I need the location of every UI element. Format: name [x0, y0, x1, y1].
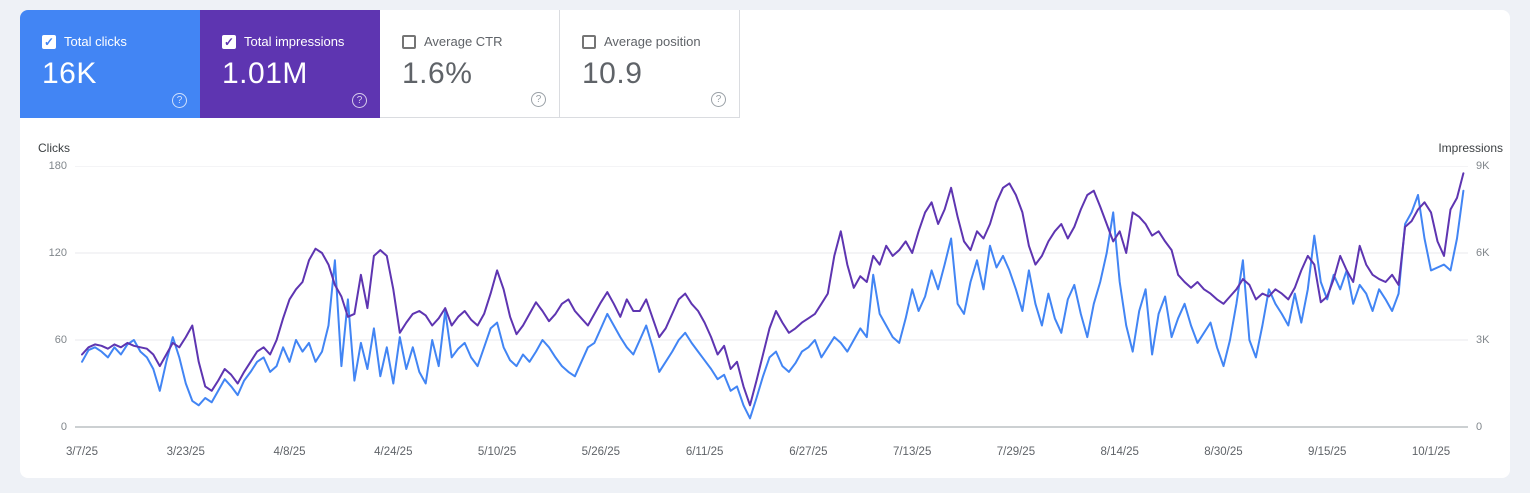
- card-average-position[interactable]: Average position 10.9 ?: [560, 10, 740, 118]
- card-total-clicks[interactable]: ✓ Total clicks 16K ?: [20, 10, 200, 118]
- left-tick: 60: [54, 334, 67, 346]
- total-impressions-checkbox[interactable]: ✓: [222, 34, 236, 49]
- impressions-line: [81, 172, 1465, 407]
- right-axis-title: Impressions: [1438, 141, 1503, 155]
- right-tick: 9K: [1476, 160, 1490, 172]
- card-average-ctr[interactable]: Average CTR 1.6% ?: [380, 10, 560, 118]
- left-tick: 0: [60, 421, 67, 433]
- date-tick: 4/24/25: [374, 446, 413, 458]
- total-clicks-checkbox[interactable]: ✓: [42, 34, 56, 49]
- right-tick: 0: [1476, 421, 1483, 433]
- date-tick: 3/7/25: [66, 446, 98, 458]
- average-position-checkbox[interactable]: [582, 34, 596, 49]
- help-icon[interactable]: ?: [172, 93, 187, 108]
- card-label: Average position: [604, 34, 701, 49]
- performance-chart[interactable]: [75, 166, 1468, 429]
- help-icon[interactable]: ?: [531, 92, 546, 107]
- date-tick: 9/15/25: [1308, 446, 1347, 458]
- total-impressions-value: 1.01M: [222, 57, 308, 90]
- card-total-impressions[interactable]: ✓ Total impressions 1.01M ?: [200, 10, 380, 118]
- metric-cards-row: ✓ Total clicks 16K ? ✓ Total impressions…: [20, 10, 740, 118]
- help-icon[interactable]: ?: [711, 92, 726, 107]
- date-tick: 3/23/25: [166, 446, 205, 458]
- card-label: Total impressions: [244, 34, 345, 49]
- help-icon[interactable]: ?: [352, 93, 367, 108]
- clicks-line: [81, 189, 1465, 420]
- date-tick: 5/26/25: [581, 446, 621, 458]
- right-tick: 6K: [1476, 247, 1490, 259]
- card-label: Average CTR: [424, 34, 503, 49]
- average-ctr-value: 1.6%: [402, 57, 473, 90]
- date-tick: 7/13/25: [892, 446, 932, 458]
- date-tick: 4/8/25: [273, 446, 306, 458]
- left-tick: 180: [48, 160, 67, 172]
- average-ctr-checkbox[interactable]: [402, 34, 416, 49]
- date-tick: 5/10/25: [477, 446, 517, 458]
- date-tick: 7/29/25: [996, 446, 1036, 458]
- average-position-value: 10.9: [582, 57, 643, 90]
- card-label: Total clicks: [64, 34, 127, 49]
- left-axis-title: Clicks: [38, 141, 70, 155]
- date-tick: 8/14/25: [1100, 446, 1139, 458]
- date-tick: 10/1/25: [1411, 446, 1451, 458]
- left-tick: 120: [48, 247, 67, 259]
- performance-panel: ✓ Total clicks 16K ? ✓ Total impressions…: [20, 10, 1510, 478]
- right-tick: 3K: [1476, 334, 1490, 346]
- date-tick: 6/27/25: [789, 446, 828, 458]
- date-tick: 6/11/25: [685, 446, 724, 458]
- total-clicks-value: 16K: [42, 57, 97, 90]
- date-tick: 8/30/25: [1204, 446, 1243, 458]
